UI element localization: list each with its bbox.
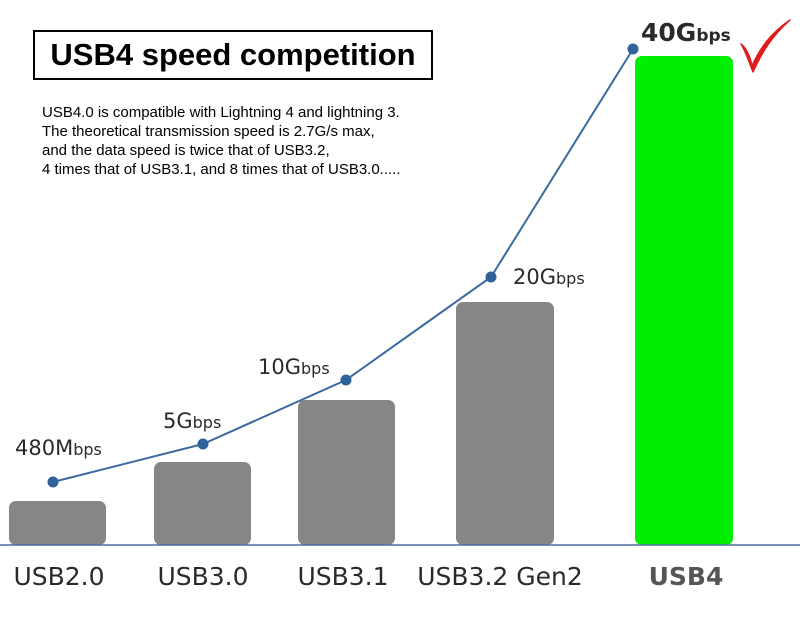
bar bbox=[298, 400, 395, 545]
line-marker bbox=[47, 476, 59, 488]
value-label: 10Gbps bbox=[258, 355, 330, 379]
line-marker bbox=[340, 374, 352, 386]
bar-highlight bbox=[635, 56, 733, 545]
check-mark-icon bbox=[740, 19, 791, 73]
line-marker bbox=[485, 271, 497, 283]
category-label: USB3.2 Gen2 bbox=[417, 562, 583, 591]
category-label: USB3.0 bbox=[157, 562, 248, 591]
markers-group bbox=[47, 43, 639, 488]
bar bbox=[456, 302, 554, 545]
value-label: 20Gbps bbox=[513, 265, 585, 289]
bar bbox=[9, 501, 106, 545]
category-label: USB3.1 bbox=[297, 562, 388, 591]
line-marker bbox=[627, 43, 639, 55]
value-label: 40Gbps bbox=[641, 18, 731, 47]
chart-title: USB4 speed competition bbox=[33, 30, 433, 80]
category-label: USB4 bbox=[649, 562, 724, 591]
bars-group bbox=[9, 56, 733, 545]
bar bbox=[154, 462, 251, 545]
value-label: 480Mbps bbox=[15, 436, 102, 460]
description-line: and the data speed is twice that of USB3… bbox=[42, 142, 330, 159]
value-labels-group: 480Mbps 5Gbps 10Gbps 20Gbps 40Gbps bbox=[15, 18, 731, 460]
line-marker bbox=[197, 438, 209, 450]
description-text: USB4.0 is compatible with Lightning 4 an… bbox=[42, 103, 512, 179]
description-line: The theoretical transmission speed is 2.… bbox=[42, 123, 375, 140]
description-line: USB4.0 is compatible with Lightning 4 an… bbox=[42, 104, 400, 121]
category-labels-group: USB2.0 USB3.0 USB3.1 USB3.2 Gen2 USB4 bbox=[13, 562, 723, 591]
value-label: 5Gbps bbox=[163, 409, 221, 433]
category-label: USB2.0 bbox=[13, 562, 104, 591]
description-line: 4 times that of USB3.1, and 8 times that… bbox=[42, 161, 401, 178]
